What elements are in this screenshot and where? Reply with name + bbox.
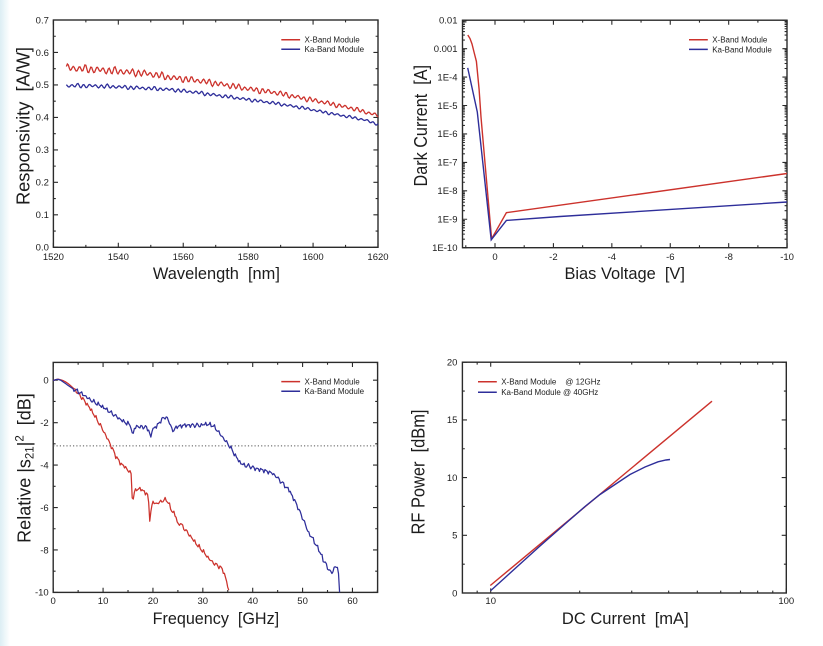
svg-text:Dark Current [A]: Dark Current [A]: [411, 65, 431, 187]
svg-text:Ka-Band Module: Ka-Band Module: [712, 45, 772, 54]
svg-text:-4: -4: [40, 460, 48, 471]
svg-text:Relative |s21|2 [dB]: Relative |s21|2 [dB]: [14, 393, 37, 543]
svg-text:-10: -10: [780, 252, 794, 263]
svg-text:40: 40: [247, 596, 258, 607]
svg-text:Ka-Band Module: Ka-Band Module: [305, 387, 365, 396]
svg-text:0.0: 0.0: [36, 243, 49, 254]
svg-text:-6: -6: [40, 503, 48, 514]
svg-text:Ka-Band Module: Ka-Band Module: [305, 45, 365, 54]
svg-text:-8: -8: [724, 252, 732, 263]
svg-text:Wavelength [nm]: Wavelength [nm]: [153, 265, 280, 283]
svg-text:DC Current [mA]: DC Current [mA]: [562, 610, 689, 628]
svg-text:10: 10: [98, 596, 109, 607]
svg-text:Bias Voltage [V]: Bias Voltage [V]: [564, 265, 685, 283]
svg-text:1620: 1620: [367, 252, 388, 263]
svg-text:1E-9: 1E-9: [437, 215, 457, 226]
svg-text:30: 30: [198, 596, 209, 607]
svg-text:X-Band Module: X-Band Module: [712, 36, 768, 45]
svg-text:X-Band Module @ 12GHz: X-Band Module @ 12GHz: [501, 378, 600, 387]
svg-text:1600: 1600: [303, 252, 324, 263]
svg-text:5: 5: [452, 531, 457, 542]
svg-text:1E-6: 1E-6: [437, 129, 457, 140]
svg-text:1E-10: 1E-10: [432, 243, 457, 254]
svg-text:0: 0: [43, 376, 48, 387]
svg-text:X-Band Module: X-Band Module: [305, 378, 361, 387]
svg-text:0.1: 0.1: [36, 210, 49, 221]
svg-text:X-Band Module: X-Band Module: [305, 36, 361, 45]
svg-text:0.001: 0.001: [434, 44, 458, 55]
svg-text:60: 60: [347, 596, 358, 607]
svg-text:15: 15: [447, 415, 458, 426]
svg-text:-10: -10: [35, 588, 49, 599]
svg-text:50: 50: [297, 596, 308, 607]
svg-text:10: 10: [447, 473, 458, 484]
svg-text:1520: 1520: [43, 252, 64, 263]
svg-text:0.01: 0.01: [439, 16, 458, 27]
svg-text:0: 0: [452, 588, 457, 599]
svg-text:0.3: 0.3: [36, 145, 49, 156]
svg-text:1580: 1580: [238, 252, 259, 263]
svg-text:1E-8: 1E-8: [437, 186, 457, 197]
svg-text:Ka-Band Module @ 40GHz: Ka-Band Module @ 40GHz: [501, 388, 598, 397]
svg-text:-2: -2: [549, 252, 557, 263]
svg-text:1E-4: 1E-4: [437, 72, 457, 83]
svg-text:0.7: 0.7: [36, 15, 49, 26]
svg-text:0.4: 0.4: [36, 113, 49, 124]
svg-text:1E-5: 1E-5: [437, 101, 457, 112]
svg-text:0: 0: [51, 596, 56, 607]
svg-text:-2: -2: [40, 418, 48, 429]
svg-text:1540: 1540: [108, 252, 129, 263]
svg-text:Responsivity [A/W]: Responsivity [A/W]: [14, 47, 34, 205]
svg-text:-6: -6: [666, 252, 674, 263]
svg-text:1560: 1560: [173, 252, 194, 263]
svg-text:0.6: 0.6: [36, 48, 49, 59]
svg-text:0: 0: [492, 252, 497, 263]
svg-text:20: 20: [148, 596, 159, 607]
svg-text:Frequency [GHz]: Frequency [GHz]: [153, 610, 280, 628]
svg-text:1E-7: 1E-7: [437, 158, 457, 169]
svg-text:100: 100: [778, 596, 794, 607]
svg-text:0.5: 0.5: [36, 80, 49, 91]
svg-text:0.2: 0.2: [36, 178, 49, 189]
svg-text:-4: -4: [608, 252, 616, 263]
svg-text:-8: -8: [40, 545, 48, 556]
svg-text:20: 20: [447, 358, 458, 369]
svg-text:10: 10: [485, 596, 496, 607]
svg-text:RF Power [dBm]: RF Power [dBm]: [409, 410, 429, 535]
